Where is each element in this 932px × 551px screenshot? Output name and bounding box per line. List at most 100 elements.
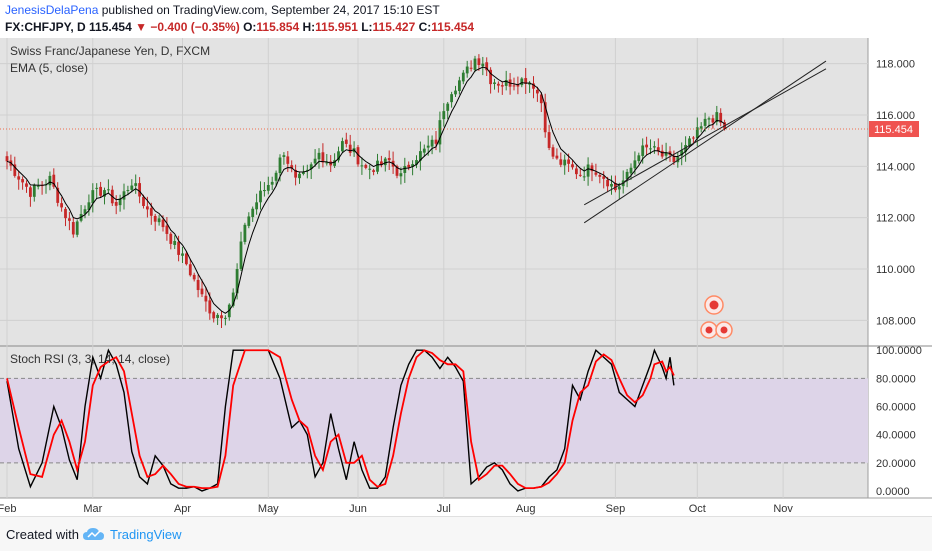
candle-body (224, 317, 227, 319)
candle-body (266, 185, 270, 191)
candle-body (399, 173, 403, 177)
time-tick-label: Mar (83, 503, 102, 515)
stoch-tick-label: 80.0000 (876, 373, 916, 385)
indicator-label: EMA (5, close) (10, 61, 88, 75)
candle-body (274, 172, 278, 181)
candle-body (407, 164, 411, 168)
candle-body (36, 185, 40, 187)
candle-body (703, 118, 707, 126)
time-tick-label: Feb (0, 503, 16, 515)
candle-body (71, 222, 75, 235)
event-markers[interactable] (700, 295, 733, 339)
candle-body (422, 148, 426, 153)
time-tick-label: Jul (437, 503, 451, 515)
candle-body (692, 137, 695, 139)
last-price-tag (869, 121, 919, 138)
channel-line (583, 68, 827, 206)
candle-body (317, 152, 321, 160)
candle-body (48, 175, 52, 186)
candle-body (344, 139, 348, 144)
candle-body (305, 169, 309, 171)
candle-body (715, 112, 719, 122)
price-tick-label: 110.000 (876, 264, 915, 276)
candle-body (376, 160, 379, 172)
candle-body (637, 155, 641, 162)
candle-body (664, 152, 668, 156)
price-tick-label: 114.000 (876, 161, 915, 173)
candle-body (473, 58, 477, 70)
swiss-flag-icon (720, 326, 728, 334)
candle-body (500, 85, 504, 87)
candle-body (469, 67, 473, 69)
author-link[interactable]: JenesisDelaPena (5, 3, 99, 17)
candle-body (259, 190, 262, 203)
candle-body (641, 145, 645, 156)
footer: Created with TradingView (0, 516, 932, 551)
tradingview-link[interactable]: TradingView (110, 527, 182, 542)
candle-body (302, 171, 305, 174)
time-tick-label: Jun (349, 503, 367, 515)
candle-body (528, 82, 531, 85)
candle-body (29, 187, 32, 197)
candle-body (559, 159, 563, 165)
candle-body (516, 84, 520, 87)
candle-body (83, 209, 87, 214)
candle-body (263, 190, 266, 192)
candle-body (660, 150, 664, 157)
candle-body (212, 312, 216, 319)
candle-body (165, 225, 169, 234)
candle-body (91, 190, 95, 204)
candle-body (325, 162, 329, 164)
candle-body (142, 196, 145, 206)
candle-body (419, 151, 422, 161)
candle-body (578, 174, 582, 176)
candle-body (430, 139, 434, 147)
open-label: O: (243, 20, 257, 34)
candle-body (103, 190, 106, 197)
candle-body (356, 147, 360, 165)
time-axis[interactable]: Feb Mar Apr May Jun Jul Aug Sep Oct Nov (0, 503, 793, 515)
candle-body (270, 181, 274, 185)
candle-body (629, 167, 633, 174)
candle-body (337, 151, 340, 161)
candle-body (216, 314, 219, 319)
candle-body (719, 112, 723, 123)
candle-body (134, 183, 138, 186)
down-arrow-icon: ▼ (135, 20, 147, 34)
candle-body (446, 103, 450, 111)
candle-body (582, 176, 586, 178)
candle-body (543, 102, 547, 133)
candle-body (633, 160, 637, 169)
candle-body (711, 118, 715, 123)
candle-body (387, 157, 391, 161)
candle-body (196, 279, 200, 291)
candle-body (551, 147, 555, 157)
candle-body (520, 78, 524, 86)
candle-body (364, 164, 368, 168)
candle-body (653, 146, 656, 148)
close-label: C: (418, 20, 432, 34)
candle-body (594, 172, 598, 175)
stoch-band (0, 377, 868, 464)
candle-body (348, 144, 352, 153)
candle-body (243, 224, 247, 242)
price-axis[interactable]: 108.000 110.000 112.000 114.000 116.000 118.0… (869, 59, 922, 498)
candle-body (208, 300, 212, 314)
candle-body (590, 165, 594, 172)
candle-body (13, 164, 17, 176)
time-tick-label: May (258, 503, 279, 515)
candle-body (485, 62, 489, 71)
stoch-tick-label: 100.0000 (876, 345, 922, 357)
stoch-title: Stoch RSI (3, 3, 14, 14, close) (10, 352, 170, 366)
candle-body (575, 168, 578, 175)
candle-body (5, 156, 9, 162)
candle-body (333, 160, 336, 166)
candle-body (481, 63, 485, 67)
candle-body (64, 208, 67, 219)
chart-area[interactable]: 108.000 110.000 112.000 114.000 116.000 118.0… (0, 38, 932, 516)
candle-body (220, 315, 223, 319)
candle-body (286, 156, 290, 164)
candle-body (497, 83, 500, 86)
candle-body (341, 141, 344, 152)
last-price-tag-label: 115.454 (874, 124, 913, 136)
